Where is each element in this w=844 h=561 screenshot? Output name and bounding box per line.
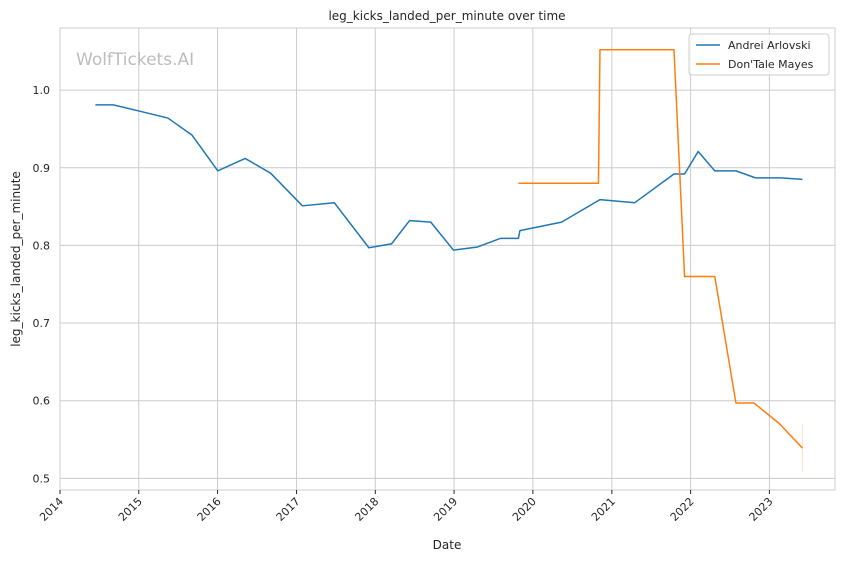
y-axis-label: leg_kicks_landed_per_minute — [9, 171, 23, 347]
y-tick-label: 1.0 — [33, 84, 51, 97]
legend-label-mayes: Don'Tale Mayes — [728, 58, 814, 71]
series-line-0 — [95, 104, 803, 251]
y-axis-ticks: 0.5 0.6 0.7 0.8 0.9 1.0 — [33, 84, 51, 485]
series-line-1 — [518, 48, 803, 449]
watermark: WolfTickets.AI — [76, 50, 194, 70]
legend-frame — [688, 33, 830, 76]
y-tick-label: 0.6 — [33, 395, 51, 408]
y-tick-label: 0.7 — [33, 317, 51, 330]
grid-lines — [59, 28, 835, 490]
series-layer — [95, 48, 803, 472]
x-axis-label: Date — [433, 538, 462, 552]
legend-label-arlovski: Andrei Arlovski — [728, 39, 811, 52]
y-tick-label: 0.9 — [33, 162, 51, 175]
y-tick-label: 0.8 — [33, 239, 51, 252]
chart-title: leg_kicks_landed_per_minute over time — [328, 9, 565, 23]
plot-frame — [59, 27, 836, 491]
y-tick-label: 0.5 — [33, 472, 51, 485]
legend: Andrei Arlovski Don'Tale Mayes — [688, 33, 830, 76]
